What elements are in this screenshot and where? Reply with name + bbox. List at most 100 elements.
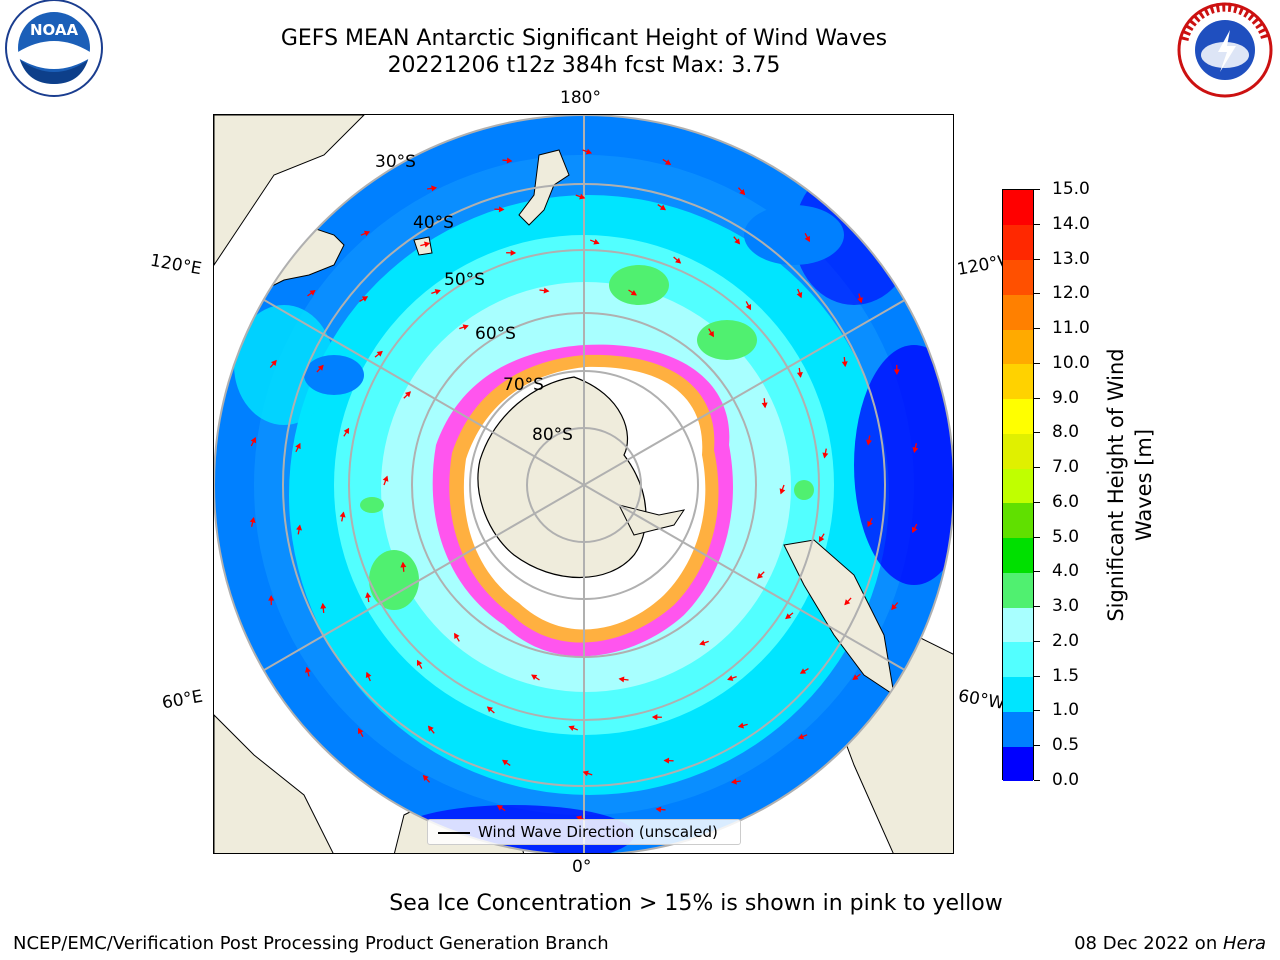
wind-arrow-head	[727, 675, 734, 681]
wind-arrow-head	[424, 241, 431, 248]
colorbar-tick	[1034, 606, 1040, 608]
colorbar-title: Significant Height of Wind Waves [m]	[1104, 348, 1156, 622]
wind-arrow-head	[893, 369, 900, 375]
wave-patch-3.0	[609, 265, 669, 305]
wind-arrow-head	[852, 674, 859, 680]
footer-date: 08 Dec 2022 on Hera	[1074, 933, 1266, 954]
colorbar-segment	[1003, 641, 1033, 678]
wind-arrow-head	[434, 289, 441, 295]
colorbar-tick	[1034, 397, 1040, 399]
wind-arrow-head	[745, 303, 752, 311]
colorbar-tick-label: 9.0	[1052, 387, 1080, 408]
wind-arrow-head	[659, 204, 667, 211]
colorbar-tick	[1034, 780, 1040, 781]
colorbar-tick-label: 8.0	[1052, 422, 1080, 443]
wind-arrow-head	[250, 437, 257, 444]
colorbar-tick-label: 0.0	[1052, 770, 1080, 790]
wind-arrow-head	[865, 439, 872, 446]
wind-arrow-head	[911, 526, 918, 533]
longitude-gridlines	[214, 115, 953, 853]
lat-label-50s: 50°S	[444, 270, 485, 290]
wind-arrow-head	[339, 511, 346, 518]
wind-arrow-head	[454, 632, 460, 640]
lat-label-60s: 60°S	[475, 324, 516, 344]
wind-arrow-head	[663, 757, 670, 764]
map-subtitle: 20221206 t12z 384h fcst Max: 3.75	[387, 53, 781, 78]
colorbar	[1002, 189, 1034, 782]
colorbar-tick	[1034, 432, 1040, 434]
colorbar-segment	[1003, 711, 1033, 747]
wind-arrow-head	[857, 297, 863, 304]
wind-arrow-head	[779, 488, 786, 495]
wind-arrow-head	[730, 778, 737, 785]
lon-label-0: 0°	[572, 857, 592, 877]
wind-arrow-head	[305, 666, 311, 673]
wind-arrow-head	[739, 189, 746, 196]
wind-arrow-head	[785, 613, 792, 620]
nws-logo	[1170, 0, 1280, 110]
polar-map	[213, 114, 954, 854]
colorbar-segment	[1003, 224, 1033, 260]
lat-label-30s: 30°S	[375, 152, 416, 172]
colorbar-tick-label: 1.0	[1052, 700, 1080, 721]
colorbar-segment	[1003, 190, 1033, 226]
colorbar-tick	[1034, 362, 1040, 364]
wind-arrow-head	[309, 290, 316, 296]
colorbar-tick-label: 12.0	[1052, 283, 1090, 304]
colorbar-tick-label: 5.0	[1052, 526, 1080, 547]
wind-arrow-head	[699, 639, 706, 646]
noaa-logo: NOAA	[0, 0, 110, 110]
wind-arrow-head	[404, 391, 412, 398]
wind-arrow-head	[630, 289, 637, 296]
wind-arrow-head	[796, 292, 803, 299]
colorbar-segment	[1003, 502, 1033, 539]
colorbar-segment	[1003, 572, 1033, 608]
wind-arrow-head	[585, 148, 593, 155]
wind-arrow-head	[510, 249, 517, 256]
wind-arrow-head	[501, 759, 509, 766]
wind-arrow-head	[365, 592, 372, 598]
colorbar-segment	[1003, 398, 1033, 434]
colorbar-tick	[1034, 467, 1040, 469]
lat-label-70s: 70°S	[503, 375, 544, 395]
colorbar-tick-label: 3.0	[1052, 596, 1080, 617]
land-africa-corner	[214, 714, 334, 853]
wind-arrow-head	[320, 602, 327, 609]
legend-line-swatch	[438, 832, 470, 834]
wind-arrow-head	[841, 361, 848, 368]
wind-arrow-head	[249, 516, 256, 523]
colorbar-tick	[1034, 675, 1040, 677]
lon-label-120e: 120°E	[148, 250, 204, 280]
colorbar-segment	[1003, 329, 1033, 365]
wind-arrow-head	[664, 159, 672, 165]
colorbar-tick-label: 6.0	[1052, 491, 1080, 512]
lon-label-60w: 60°W	[956, 686, 1007, 714]
colorbar-segment	[1003, 259, 1033, 295]
wind-arrow-head	[804, 235, 810, 243]
land-australia-corner	[214, 115, 365, 266]
wind-arrow-head	[317, 364, 324, 371]
colorbar-segment	[1003, 676, 1033, 712]
colorbar-segment	[1003, 537, 1033, 573]
noaa-logo-text: NOAA	[30, 21, 79, 39]
wind-arrow-head	[734, 238, 741, 245]
wind-arrow-head	[431, 185, 438, 192]
colorbar-tick	[1034, 293, 1040, 295]
sea-ice-note-text: Sea Ice Concentration > 15% is shown in …	[389, 891, 1003, 916]
wind-arrow-head	[498, 206, 505, 213]
footer-credit: NCEP/EMC/Verification Post Processing Pr…	[13, 933, 609, 954]
wind-arrow-head	[708, 330, 714, 338]
wind-arrow-head	[844, 599, 851, 606]
colorbar-segment	[1003, 294, 1033, 330]
wind-arrow-head	[618, 676, 625, 683]
wind-arrow-head	[822, 452, 829, 459]
wind-arrow-head	[582, 770, 589, 777]
colorbar-tick-label: 15.0	[1052, 179, 1090, 199]
wind-arrow-head	[496, 805, 504, 811]
wind-arrow-head	[579, 193, 586, 200]
colorbar-segment	[1003, 433, 1033, 469]
land-tasmania	[413, 236, 433, 256]
colorbar-tick	[1034, 189, 1040, 190]
colorbar-segment	[1003, 363, 1033, 400]
wind-arrow-head	[422, 774, 429, 781]
